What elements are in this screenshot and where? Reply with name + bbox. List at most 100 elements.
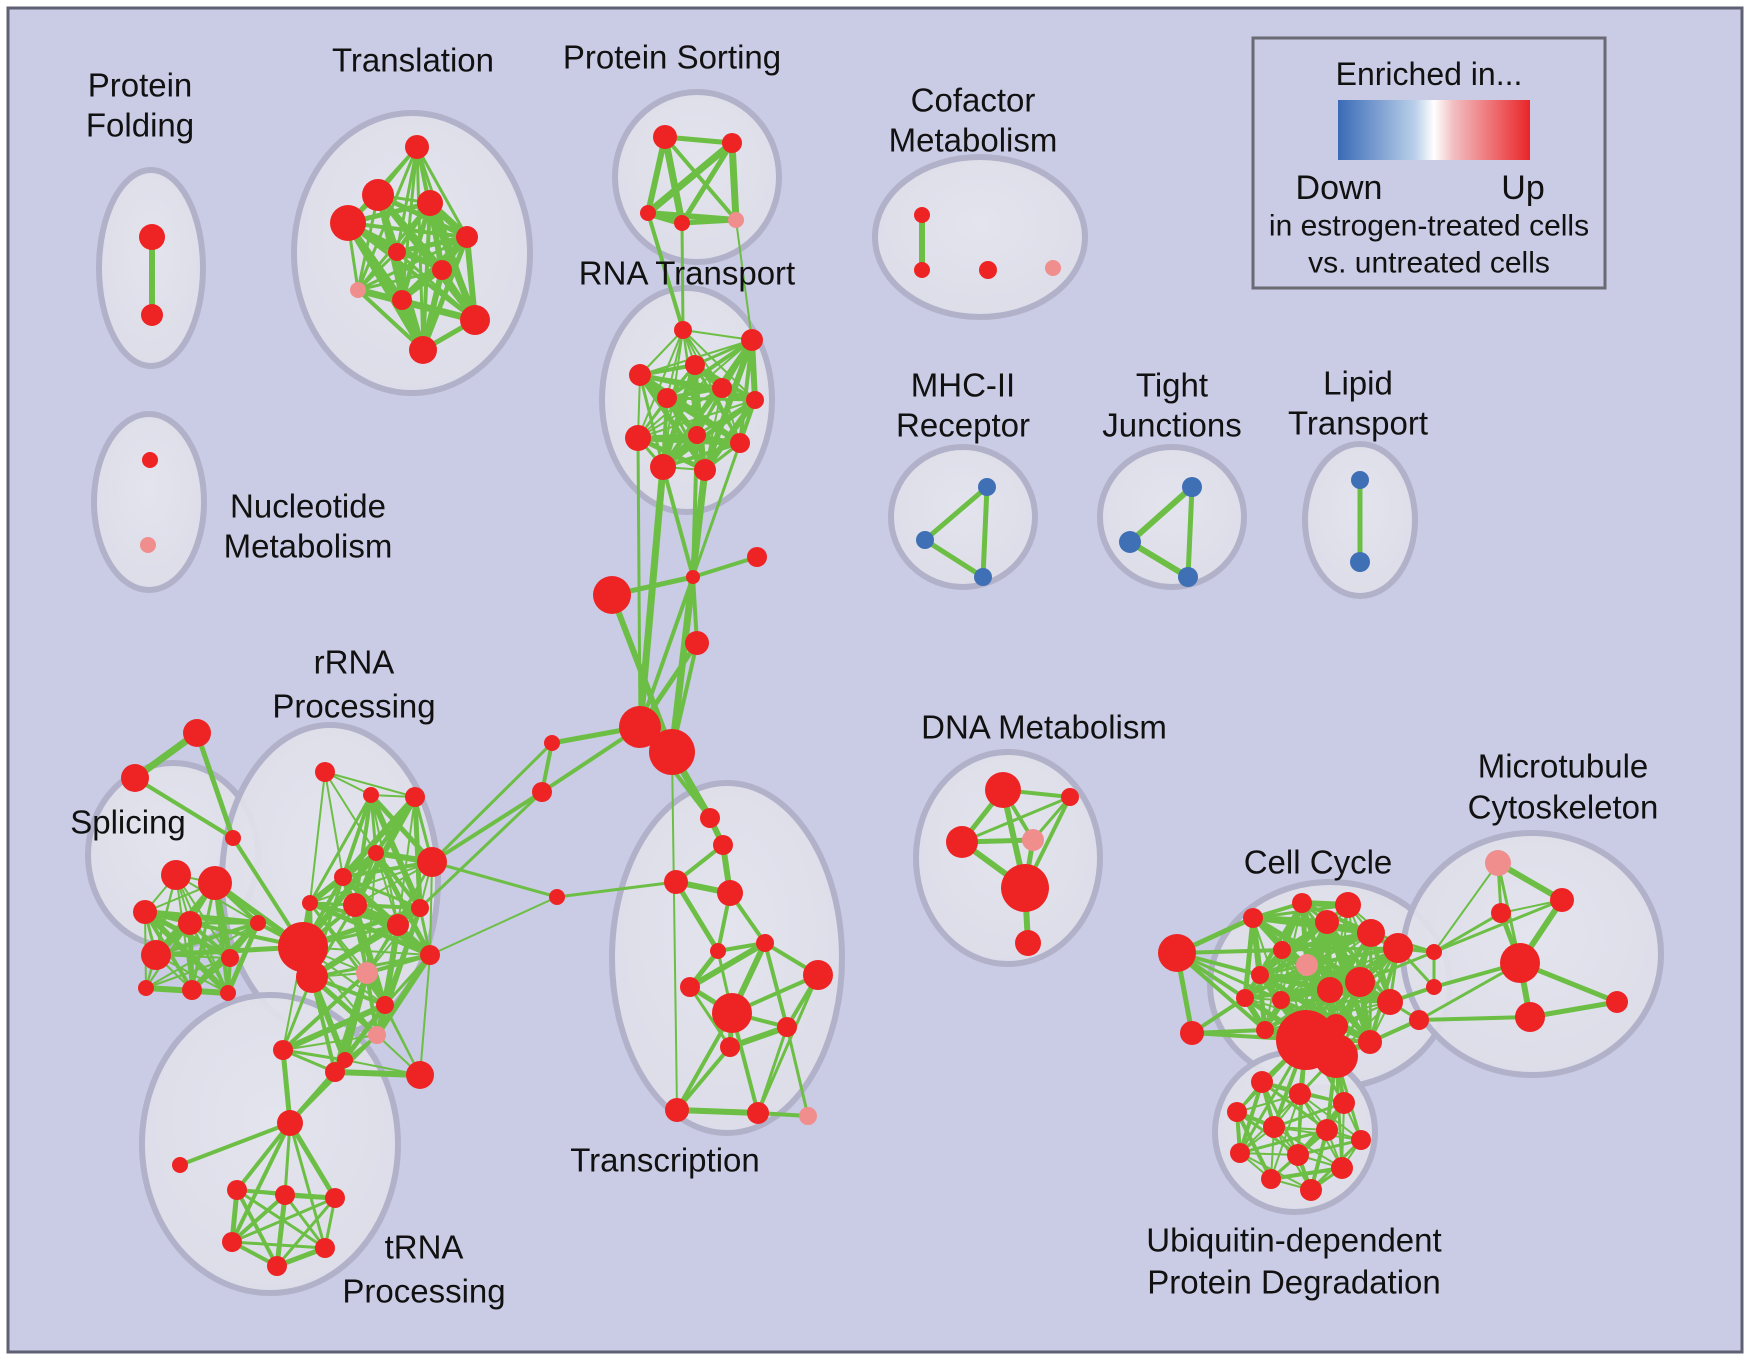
edge — [430, 790, 544, 864]
node-transcription-10 — [720, 1037, 740, 1057]
node-tight-junctions-1 — [1119, 531, 1141, 553]
node-trna-processing-0 — [277, 1110, 303, 1136]
node-middle-chain-0 — [686, 570, 700, 584]
node-protein-sorting-1 — [722, 133, 742, 153]
edge — [688, 985, 732, 1049]
node-protein-sorting-3 — [674, 215, 690, 231]
node-protein-sorting-2 — [640, 205, 656, 221]
edge — [691, 441, 742, 579]
cluster-label-mhc-ii-receptor: MHC-II — [911, 367, 1015, 404]
cluster-label-splicing: Splicing — [70, 804, 186, 841]
cluster-label-tight-junctions: Tight — [1136, 367, 1208, 404]
edge — [154, 921, 260, 957]
edge — [230, 1193, 287, 1244]
node-rrna-processing-17 — [406, 1061, 434, 1089]
node-splicing-9 — [220, 985, 236, 1001]
node-splicing-8 — [182, 980, 202, 1000]
edge — [356, 268, 444, 292]
node-rrna-processing-11 — [296, 961, 328, 993]
node-cofactor-metabolism-3 — [1045, 260, 1061, 276]
cluster-label-cofactor-metabolism: Metabolism — [889, 122, 1058, 159]
edge — [637, 372, 708, 473]
node-translation-9 — [460, 305, 490, 335]
node-microtubule-cytoskeleton-4 — [1515, 1002, 1545, 1032]
node-trna-processing-5 — [222, 1232, 242, 1252]
edge — [679, 217, 739, 226]
node-cell-cycle-0 — [1158, 934, 1196, 972]
node-splicing-triangle-1 — [121, 764, 149, 792]
edge — [235, 1121, 292, 1192]
node-trna-processing-7 — [267, 1256, 287, 1276]
node-ubiquitin-degradation-0 — [1251, 1071, 1273, 1093]
edge — [332, 1069, 423, 1078]
edge — [644, 139, 736, 217]
node-translation-2 — [417, 190, 443, 216]
node-rna-transport-10 — [650, 454, 676, 480]
node-rrna-processing-7 — [387, 914, 409, 936]
edge — [281, 1048, 347, 1062]
edge — [1279, 930, 1374, 953]
edge — [735, 219, 753, 341]
node-microtubule-cytoskeleton-0 — [1485, 850, 1511, 876]
node-cell-cycle-1 — [1180, 1021, 1204, 1045]
node-cell-cycle-7 — [1383, 933, 1413, 963]
edge — [980, 484, 990, 580]
edge — [274, 1192, 288, 1269]
edge — [310, 975, 337, 1074]
edge — [1175, 951, 1267, 1032]
node-middle-chain-5 — [649, 729, 695, 775]
edge — [418, 790, 544, 910]
node-middle-chain-1 — [593, 576, 631, 614]
edge — [636, 463, 667, 731]
edge — [756, 973, 820, 1115]
node-bridge-nodes-2 — [1409, 1010, 1429, 1030]
node-middle-chain-6 — [544, 735, 560, 751]
edge — [646, 211, 685, 332]
node-transcription-14 — [549, 889, 565, 905]
node-cell-cycle-2 — [1243, 908, 1263, 928]
node-rrna-processing-5 — [417, 847, 447, 877]
node-protein-sorting-0 — [653, 125, 677, 149]
edge — [663, 135, 738, 222]
node-trna-processing-6 — [315, 1238, 335, 1258]
cluster-label-dna-metabolism: DNA Metabolism — [921, 709, 1167, 746]
edge — [1325, 920, 1392, 1004]
node-cell-cycle-13 — [1317, 977, 1343, 1003]
node-transcription-1 — [713, 835, 733, 855]
node-splicing-0 — [161, 860, 191, 890]
node-ubiquitin-degradation-11 — [1300, 1179, 1322, 1201]
edge — [682, 329, 753, 341]
edge — [370, 794, 399, 926]
edge — [368, 792, 435, 865]
node-ubiquitin-degradation-5 — [1316, 1119, 1338, 1141]
edge — [960, 795, 1072, 844]
edge — [230, 1240, 327, 1250]
node-transcription-8 — [712, 993, 752, 1033]
edge — [426, 199, 479, 324]
edge — [1432, 911, 1503, 954]
edge — [324, 771, 416, 798]
cluster-ellipse-mhc-ii-receptor — [888, 444, 1038, 590]
node-translation-8 — [392, 290, 412, 310]
edge — [430, 741, 554, 864]
edge — [356, 288, 425, 352]
node-rna-transport-4 — [657, 388, 677, 408]
node-ubiquitin-degradation-6 — [1351, 1130, 1371, 1150]
node-protein-folding-0 — [139, 224, 165, 250]
node-ubiquitin-degradation-8 — [1287, 1144, 1309, 1166]
edge — [555, 880, 678, 899]
edge — [235, 1188, 279, 1268]
node-rna-transport-5 — [712, 378, 732, 398]
legend-down-label: Down — [1296, 169, 1383, 207]
node-splicing-triangle-2 — [225, 830, 241, 846]
node-trna-processing-1 — [172, 1157, 188, 1173]
cluster-label-trna-processing: tRNA — [385, 1229, 464, 1266]
edge — [1280, 946, 1400, 952]
node-trna-processing-2 — [227, 1180, 247, 1200]
node-transcription-5 — [756, 934, 774, 952]
edge — [687, 940, 768, 990]
edge — [665, 396, 757, 402]
node-cell-cycle-16 — [1256, 1021, 1274, 1039]
